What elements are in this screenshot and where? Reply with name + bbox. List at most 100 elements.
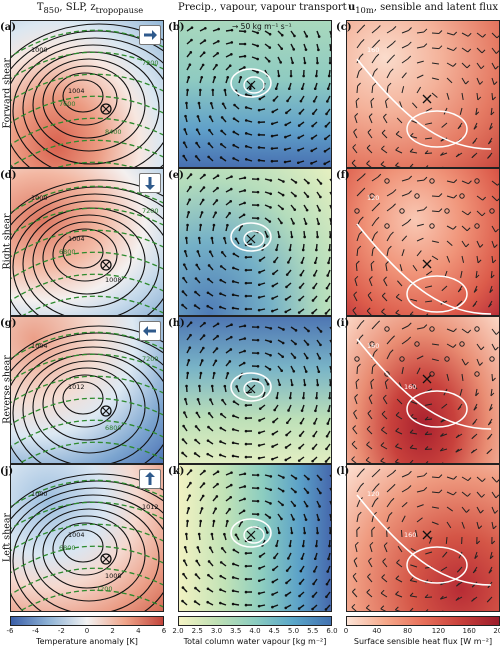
- transport-vector-head: [299, 569, 303, 573]
- transport-vector-head: [244, 307, 248, 311]
- wind-barb-feather: [468, 180, 472, 185]
- wind-barb-feather: [369, 276, 373, 280]
- panel-plot-k: [181, 469, 331, 611]
- transport-vector-head: [257, 592, 261, 595]
- wind-barb-feather: [489, 407, 493, 411]
- wind-barb-feather: [453, 475, 457, 480]
- wind-barb: [396, 398, 403, 405]
- wind-barb: [491, 506, 496, 514]
- transport-vector-head: [207, 155, 210, 159]
- wind-barb-feather: [395, 427, 399, 432]
- contour-label: 1008: [105, 572, 122, 580]
- transport-vector-head: [330, 370, 331, 373]
- slp-contour: [62, 529, 104, 563]
- wind-barb-feather: [381, 410, 386, 415]
- up-arrow-icon: [139, 469, 161, 489]
- wind-barb-feather: [380, 442, 385, 446]
- wind-barb: [461, 328, 469, 334]
- wind-barb: [366, 607, 372, 611]
- centre-cross-marker: [422, 259, 432, 269]
- tropopause-contour: [11, 229, 163, 258]
- transport-vector-head: [284, 123, 288, 127]
- wind-barb-feather: [396, 559, 400, 564]
- transport-vector-head: [280, 33, 284, 37]
- wind-barb-feather: [477, 259, 482, 264]
- transport-vector-head: [284, 606, 288, 610]
- transport-vector-head: [301, 248, 305, 252]
- transport-vector-head: [211, 88, 215, 92]
- transport-vector-head: [272, 272, 275, 276]
- wind-barb-feather: [377, 25, 381, 29]
- wind-barb: [431, 343, 440, 346]
- shear-arrow-glyph: [145, 177, 155, 190]
- wind-barb: [446, 255, 451, 263]
- transport-vector-head: [273, 556, 276, 560]
- transport-vector-head: [280, 221, 283, 225]
- transport-vector-head: [319, 330, 323, 333]
- wind-barb-feather: [387, 82, 392, 87]
- wind-barb-feather: [366, 589, 371, 593]
- transport-vector-head: [257, 120, 261, 124]
- wind-barb: [381, 413, 388, 420]
- transport-vector-head: [220, 412, 223, 416]
- slp-contour: [52, 72, 118, 126]
- transport-vector-head: [223, 532, 226, 536]
- wind-barb: [459, 388, 463, 396]
- panel-k: [178, 464, 332, 612]
- wind-barb: [370, 382, 373, 390]
- transport-vector-head: [212, 223, 216, 227]
- calm-wind-marker: [474, 178, 480, 184]
- transport-vector-head: [226, 519, 229, 523]
- contour-label: 7600: [59, 100, 76, 108]
- transport-vector-head: [203, 39, 207, 42]
- contour-label: 6800: [59, 248, 76, 256]
- transport-vector-head: [326, 274, 329, 277]
- transport-vector-head: [302, 74, 305, 78]
- transport-vector-head: [293, 34, 296, 38]
- transport-vector-head: [331, 357, 332, 360]
- right-arrow-icon: [139, 25, 161, 45]
- wind-barb: [431, 210, 440, 213]
- wind-barb-feather: [366, 144, 371, 149]
- wind-barb: [491, 92, 494, 101]
- wind-barb-feather: [456, 568, 461, 573]
- wind-barb: [476, 195, 483, 201]
- slp-contour: [42, 367, 132, 441]
- transport-vector-head: [226, 75, 230, 79]
- transport-vector-head: [329, 48, 331, 52]
- transport-vector-head: [286, 99, 289, 103]
- reference-vector-label: → 50 kg m⁻¹ s⁻¹: [232, 22, 292, 31]
- transport-vector-head: [293, 208, 297, 211]
- transport-vector-head: [272, 420, 275, 424]
- transport-vector-head: [306, 343, 310, 346]
- colorbar-tick-label: 4.5: [268, 627, 280, 635]
- transport-vector-head: [297, 124, 301, 127]
- transport-vector-head: [182, 559, 186, 562]
- colorbar-tick-label: 0: [343, 627, 349, 635]
- transport-vector-head: [194, 155, 198, 158]
- transport-vector-head: [292, 518, 295, 521]
- transport-vector-head: [207, 573, 210, 577]
- wind-barb-feather: [361, 173, 366, 177]
- wind-barb-feather: [351, 456, 355, 460]
- colorbar-tick-label: 2: [110, 627, 115, 635]
- wind-barb: [416, 517, 423, 523]
- transport-vector-head: [208, 115, 212, 119]
- wind-barb-feather: [366, 160, 370, 164]
- tropopause-contour: [11, 207, 163, 236]
- transport-vector-head: [181, 586, 185, 589]
- wind-barb-feather: [409, 607, 414, 611]
- transport-vector-head: [294, 477, 298, 480]
- wind-barb-feather: [353, 409, 357, 414]
- wind-barb: [356, 485, 362, 493]
- transport-vector: [329, 339, 331, 344]
- transport-vector-head: [229, 335, 233, 339]
- transport-vector-head: [204, 26, 207, 30]
- transport-vector-head: [243, 349, 246, 353]
- slp-contour: [12, 44, 163, 167]
- wind-barb-feather: [374, 231, 379, 235]
- transport-vector-head: [311, 311, 314, 315]
- wind-barb: [356, 515, 359, 523]
- wind-barb: [446, 180, 454, 184]
- transport-vector-head: [312, 286, 315, 290]
